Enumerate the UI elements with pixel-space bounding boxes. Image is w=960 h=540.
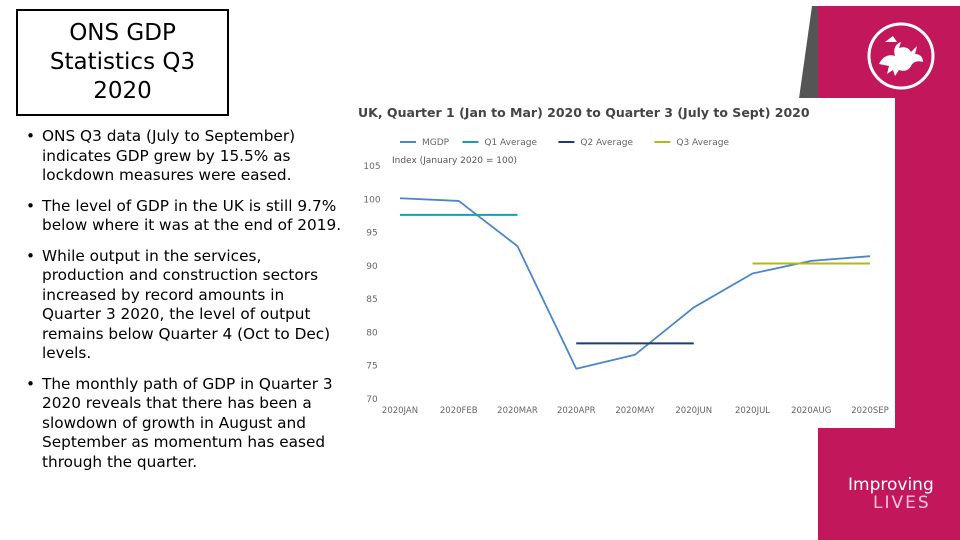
brand-wordmark: Improving LIVES xyxy=(848,476,934,512)
x-tick-label: 2020AUG xyxy=(791,406,831,416)
x-tick-label: 2020FEB xyxy=(440,406,478,416)
gdp-chart-card: UK, Quarter 1 (Jan to Mar) 2020 to Quart… xyxy=(350,98,895,428)
legend-label: MGDP xyxy=(422,138,450,148)
welsh-dragon-logo-icon xyxy=(867,22,935,90)
x-tick-label: 2020SEP xyxy=(851,406,889,416)
y-axis-label: Index (January 2020 = 100) xyxy=(392,156,517,166)
y-tick-label: 100 xyxy=(363,195,380,205)
chart-title: UK, Quarter 1 (Jan to Mar) 2020 to Quart… xyxy=(358,105,810,120)
bullet-dot: • xyxy=(26,374,36,393)
y-tick-label: 105 xyxy=(363,162,380,172)
bullet-text: ONS Q3 data (July to September) indicate… xyxy=(42,127,296,184)
bullet-item: • The level of GDP in the UK is still 9.7… xyxy=(26,197,344,236)
bullet-text: While output in the services, production… xyxy=(42,246,331,363)
y-tick-label: 70 xyxy=(366,395,378,405)
slide-title-box: ONS GDP Statistics Q3 2020 xyxy=(16,9,229,116)
x-tick-label: 2020MAY xyxy=(615,406,655,416)
x-tick-label: 2020JUL xyxy=(735,406,770,416)
bullet-item: • ONS Q3 data (July to September) indicat… xyxy=(26,127,344,186)
y-tick-label: 95 xyxy=(366,229,377,239)
series-line xyxy=(399,197,871,370)
legend-label: Q2 Average xyxy=(580,138,633,148)
y-tick-label: 90 xyxy=(366,262,378,272)
bullet-list: • ONS Q3 data (July to September) indicat… xyxy=(26,127,344,483)
slide-title: ONS GDP Statistics Q3 2020 xyxy=(49,20,196,104)
bullet-text: The monthly path of GDP in Quarter 3 202… xyxy=(42,374,333,471)
brand-line1: Improving xyxy=(848,475,934,495)
y-tick-label: 75 xyxy=(366,362,377,372)
bullet-text: The level of GDP in the UK is still 9.7%… xyxy=(42,196,342,235)
x-tick-label: 2020JAN xyxy=(382,406,418,416)
x-tick-label: 2020JUN xyxy=(675,406,712,416)
legend-label: Q1 Average xyxy=(484,138,537,148)
y-tick-label: 80 xyxy=(366,328,378,338)
x-tick-label: 2020APR xyxy=(557,406,596,416)
bullet-item: • The monthly path of GDP in Quarter 3 20… xyxy=(26,375,344,473)
bullet-item: • While output in the services, productio… xyxy=(26,247,344,364)
bullet-dot: • xyxy=(26,196,36,215)
y-tick-label: 85 xyxy=(366,295,377,305)
bullet-dot: • xyxy=(26,127,36,145)
bullet-dot: • xyxy=(26,246,36,265)
brand-line2: LIVES xyxy=(873,493,931,513)
x-tick-label: 2020MAR xyxy=(497,406,538,416)
legend-label: Q3 Average xyxy=(676,138,729,148)
gdp-line-chart: 70 75 80 85 90 95 100 105 2020JAN 2020FEB 2020MAR 2… xyxy=(363,138,889,416)
